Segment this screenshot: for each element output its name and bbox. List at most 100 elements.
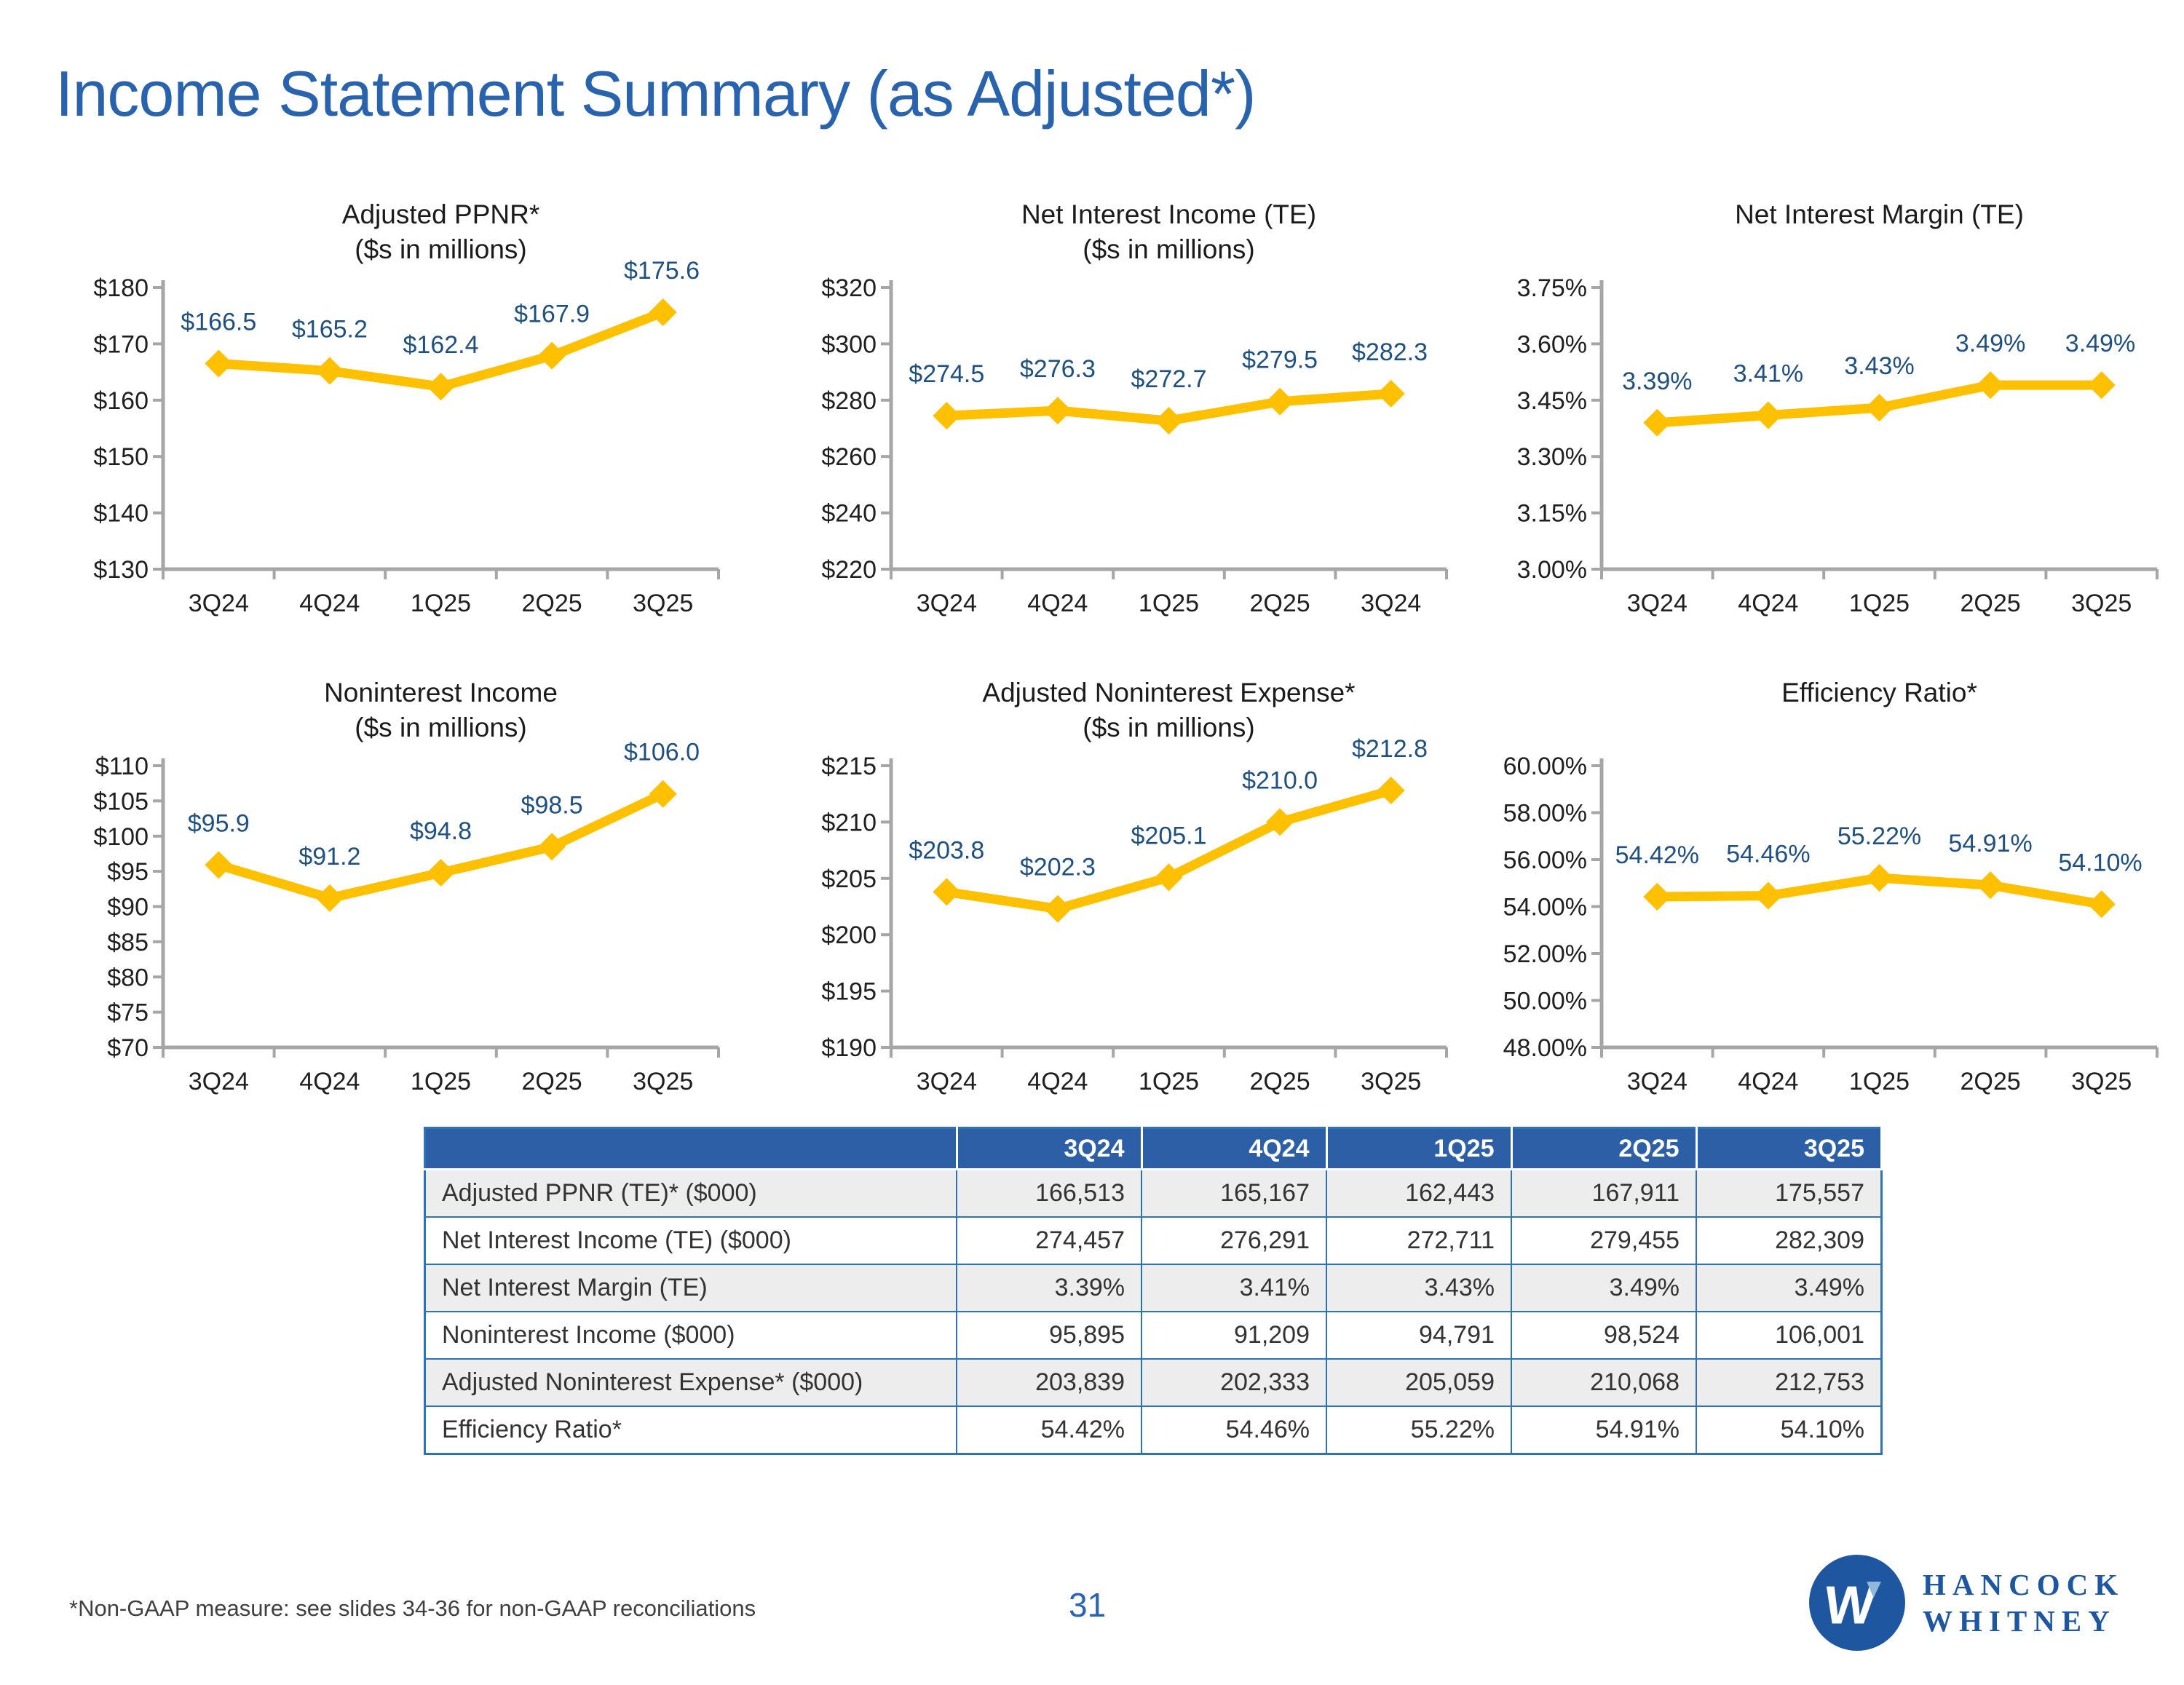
y-tick-label: 50.00%: [1503, 988, 1587, 1015]
data-point-label: $202.3: [1020, 854, 1096, 881]
summary-table: 3Q24 4Q24 1Q25 2Q25 3Q25 Adjusted PPNR (TE)*…: [424, 1127, 1883, 1455]
x-tick-label: 4Q24: [1738, 590, 1798, 617]
chart-title: Adjusted Noninterest Expense*: [982, 678, 1355, 707]
data-point: [1865, 394, 1894, 422]
y-tick-label: $205: [821, 865, 877, 893]
y-tick-label: $130: [93, 556, 149, 584]
y-tick-label: $200: [821, 921, 877, 949]
data-point: [427, 373, 455, 401]
cell-value: 91,209: [1141, 1311, 1327, 1360]
x-tick-label: 4Q24: [1027, 590, 1088, 617]
data-point-label: $175.6: [624, 257, 700, 285]
data-point-label: 54.42%: [1615, 841, 1699, 869]
data-point: [933, 878, 961, 906]
y-tick-label: 3.60%: [1517, 330, 1587, 358]
x-tick-label: 3Q24: [189, 590, 249, 617]
data-point-label: $166.5: [181, 308, 256, 336]
chart-subtitle: ($s in millions): [1083, 234, 1254, 264]
y-tick-label: 48.00%: [1503, 1034, 1587, 1062]
cell-value: 55.22%: [1326, 1406, 1512, 1455]
hancock-whitney-logo: W HANCOCK WHITNEY: [1809, 1555, 2124, 1651]
data-point: [1266, 808, 1294, 836]
y-tick-label: $240: [821, 500, 877, 528]
y-tick-label: $260: [821, 443, 877, 471]
y-tick-label: $90: [107, 894, 149, 921]
chart-adjusted-noninterest-expense: Adjusted Noninterest Expense* ($s in mill…: [780, 664, 1457, 1130]
data-point: [2087, 371, 2116, 400]
y-tick-label: $190: [821, 1034, 877, 1062]
data-point: [1643, 882, 1671, 911]
row-label: Net Interest Margin (TE): [424, 1264, 957, 1312]
data-point-label: $205.1: [1131, 822, 1207, 849]
cell-value: 165,167: [1141, 1168, 1327, 1218]
data-point-label: 3.41%: [1733, 360, 1803, 387]
x-tick-label: 3Q25: [633, 590, 693, 617]
data-point-label: 55.22%: [1837, 822, 1921, 850]
x-tick-label: 1Q25: [1849, 1068, 1910, 1095]
data-point: [1754, 881, 1782, 910]
data-point: [1266, 387, 1294, 416]
x-tick-label: 4Q24: [299, 1068, 360, 1095]
table-row: Adjusted Noninterest Expense* ($000) 203,…: [424, 1358, 1883, 1407]
data-point: [538, 833, 566, 861]
cell-value: 210,068: [1511, 1358, 1697, 1407]
cell-value: 54.91%: [1511, 1406, 1697, 1455]
x-tick-label: 3Q24: [1361, 590, 1421, 617]
data-point: [1377, 379, 1405, 408]
y-tick-label: $320: [821, 274, 877, 302]
y-tick-label: $215: [821, 753, 877, 780]
x-tick-label: 3Q24: [1627, 590, 1688, 617]
cell-value: 54.46%: [1141, 1406, 1327, 1455]
data-point-label: $274.5: [909, 360, 984, 388]
y-tick-label: 3.30%: [1517, 443, 1587, 471]
x-tick-label: 3Q25: [1361, 1068, 1421, 1095]
y-tick-label: $80: [107, 964, 149, 991]
cell-value: 175,557: [1696, 1168, 1883, 1218]
chart-title: Net Interest Income (TE): [1021, 199, 1316, 229]
row-label: Noninterest Income ($000): [424, 1311, 957, 1360]
data-point-label: 54.91%: [1948, 830, 2032, 857]
y-tick-label: $195: [821, 978, 877, 1006]
data-point: [1155, 863, 1183, 892]
x-tick-label: 2Q25: [1250, 590, 1310, 617]
cell-value: 282,309: [1696, 1216, 1883, 1265]
chart-title: Adjusted PPNR*: [342, 199, 539, 229]
data-point-label: 54.10%: [2058, 849, 2142, 876]
column-header: 2Q25: [1511, 1127, 1698, 1170]
y-tick-label: $110: [95, 753, 149, 780]
data-point: [933, 402, 961, 430]
data-point: [1377, 777, 1405, 805]
row-label: Net Interest Income (TE) ($000): [424, 1216, 957, 1265]
data-point: [205, 349, 233, 378]
y-tick-label: 56.00%: [1503, 847, 1587, 874]
data-point-label: $203.8: [909, 836, 984, 864]
cell-value: 212,753: [1696, 1358, 1883, 1407]
row-label: Adjusted PPNR (TE)* ($000): [424, 1168, 957, 1218]
data-point-label: 3.43%: [1844, 352, 1914, 380]
cell-value: 54.10%: [1696, 1406, 1883, 1455]
data-point: [427, 859, 455, 887]
logo-wordmark-line2: WHITNEY: [1923, 1604, 2116, 1638]
data-point-label: $282.3: [1352, 338, 1428, 366]
cell-value: 94,791: [1326, 1311, 1512, 1360]
data-point-label: $279.5: [1242, 346, 1318, 374]
y-tick-label: 3.45%: [1517, 387, 1587, 415]
data-point: [1043, 895, 1072, 923]
y-tick-label: $70: [107, 1034, 149, 1062]
cell-value: 162,443: [1326, 1168, 1512, 1218]
data-point: [315, 357, 344, 385]
data-point: [538, 341, 566, 370]
cell-value: 272,711: [1326, 1216, 1512, 1265]
x-tick-label: 4Q24: [299, 590, 360, 617]
x-tick-label: 3Q24: [189, 1068, 249, 1095]
y-tick-label: 3.00%: [1517, 556, 1587, 584]
column-header-empty: [424, 1127, 958, 1170]
y-tick-label: $95: [107, 858, 149, 886]
y-tick-label: $100: [93, 823, 149, 851]
x-tick-label: 3Q24: [917, 590, 977, 617]
data-point-label: $162.4: [403, 331, 479, 359]
x-tick-label: 1Q25: [411, 590, 471, 617]
cell-value: 3.39%: [956, 1264, 1142, 1312]
data-point: [649, 780, 677, 808]
